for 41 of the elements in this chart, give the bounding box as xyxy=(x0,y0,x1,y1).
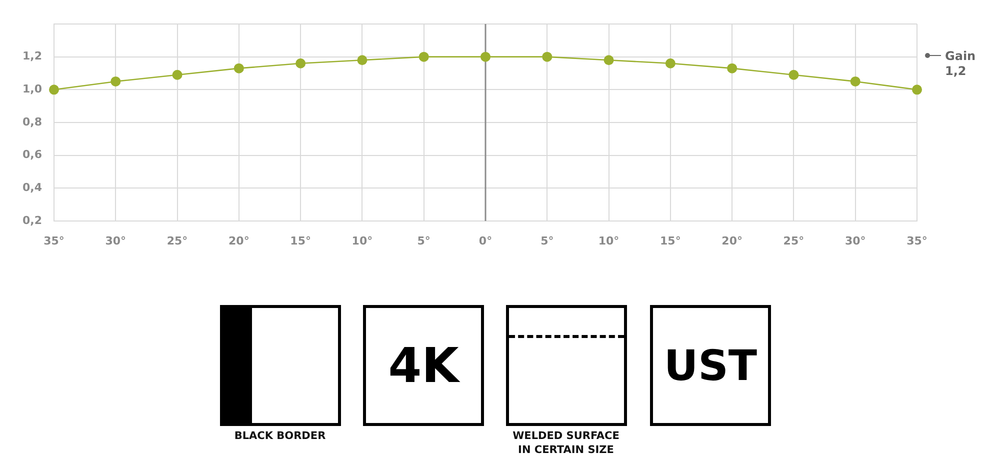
point xyxy=(542,52,552,62)
x-tick-label: 30° xyxy=(844,234,866,248)
point xyxy=(850,76,860,86)
point xyxy=(665,58,676,68)
point xyxy=(234,63,244,74)
text: Gain 1,2 xyxy=(945,49,977,79)
point xyxy=(296,58,306,68)
x-tick-label: 15° xyxy=(290,234,311,248)
x-tick-label: 10° xyxy=(598,234,620,248)
x-tick-label: 35° xyxy=(44,234,64,248)
x-tick-label: 30° xyxy=(105,234,126,248)
point xyxy=(172,70,182,80)
x-tick-label: 5° xyxy=(417,234,430,248)
y-tick-label: 1,2 xyxy=(22,50,42,63)
point xyxy=(418,52,429,62)
y-tick-label: 0,6 xyxy=(22,148,42,162)
y-tick-label: 0,8 xyxy=(22,115,42,128)
point xyxy=(49,84,59,95)
x-tick-label: 0° xyxy=(478,234,492,248)
point xyxy=(604,55,614,66)
x-tick-label: 5° xyxy=(540,234,554,248)
x-tick-label: 25° xyxy=(783,234,804,248)
x-tick-label: 20° xyxy=(722,234,742,248)
point xyxy=(110,76,121,86)
square-badge-icon: UST xyxy=(650,305,771,426)
point xyxy=(788,70,799,80)
x-tick-label: 10° xyxy=(352,234,373,248)
point xyxy=(912,84,922,95)
x-tick-label: 15° xyxy=(660,234,681,248)
y-tick-label: 0,4 xyxy=(22,181,42,194)
point xyxy=(727,63,738,74)
point xyxy=(357,55,368,66)
x-tick-label: 25° xyxy=(166,234,188,248)
square-badge-icon: 4K xyxy=(363,305,484,426)
y-tick-label: 0,2 xyxy=(22,214,42,227)
x-tick-label: 35° xyxy=(906,234,928,248)
y-tick-label: 1,0 xyxy=(22,82,42,96)
point xyxy=(480,52,490,62)
x-tick-label: 20° xyxy=(228,234,250,248)
text: WELDED SURFACE IN CERTAIN SIZE xyxy=(512,429,620,457)
text: BLACK BORDER xyxy=(233,429,327,443)
